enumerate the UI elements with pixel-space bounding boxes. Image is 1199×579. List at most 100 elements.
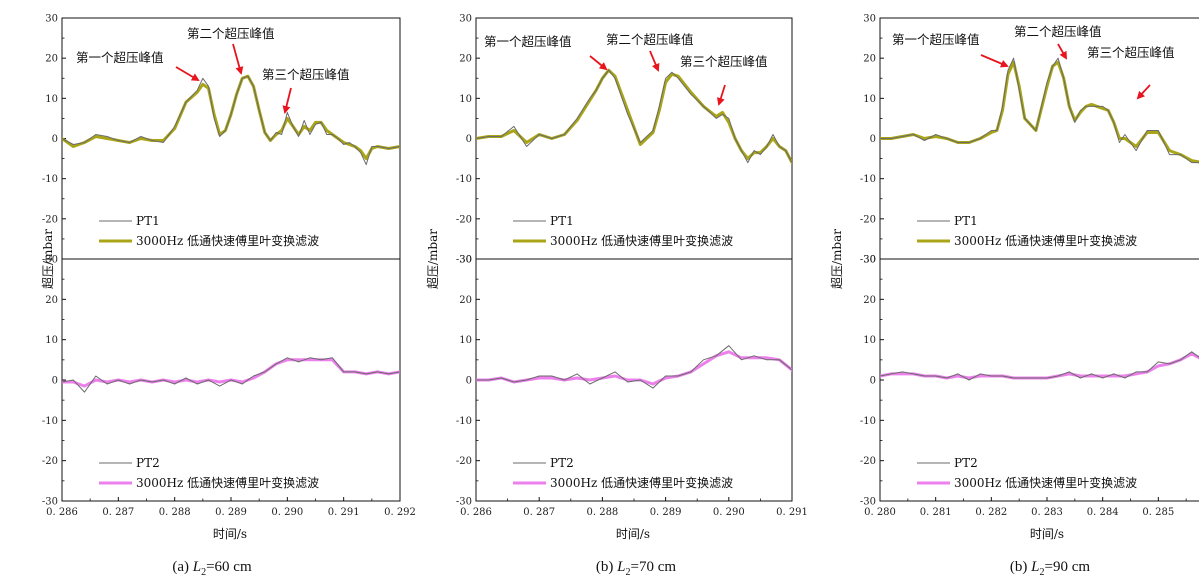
peak-annotation-1: 第一个超压峰值: [76, 50, 164, 65]
series-filtered-line: [476, 68, 792, 165]
legend-filtered-label: 3000Hz 低通快速傅里叶变换滤波: [136, 233, 319, 248]
y-tick-label: 10: [863, 94, 876, 105]
series-raw-line: [880, 351, 1199, 381]
y-tick-label: 0: [466, 134, 472, 145]
series-filtered-line: [880, 60, 1199, 164]
y-tick-label: -30: [42, 497, 58, 508]
y-tick-label: -30: [860, 497, 876, 508]
y-tick-label: 0: [52, 134, 58, 145]
subplot-c-bottom: -30 -20 -10 0 10 20 30 0. 280 0. 281 0. 282 0. 283…: [860, 255, 1199, 518]
plot-frame: [879, 258, 1199, 502]
x-tick-label: 0. 291: [776, 507, 808, 518]
caption-sub: 2: [201, 567, 206, 578]
caption-var: L: [1030, 559, 1039, 575]
peak-annotation-1: 第一个超压峰值: [484, 34, 572, 49]
y-tick-label: 20: [45, 54, 58, 65]
x-tick-label: 0. 290: [271, 507, 303, 518]
caption-suffix: =60 cm: [206, 559, 252, 575]
subplot-b-top: -30 -20 -10 0 10 20 30 PT1 3000Hz 低通快速傅里叶变换滤波: [456, 14, 793, 266]
x-tick-label: 0. 292: [384, 507, 416, 518]
y-tick-label: -20: [42, 214, 58, 225]
peak-arrow-2: [649, 50, 660, 72]
series-raw-line: [62, 357, 400, 393]
legend-filtered-label: 3000Hz 低通快速傅里叶变换滤波: [550, 233, 733, 248]
peak-arrow-3: [1136, 84, 1151, 100]
y-tick-label: -30: [42, 255, 58, 266]
x-tick-label: 0. 289: [215, 507, 247, 518]
x-tick-label: 0. 286: [460, 507, 492, 518]
x-tick-label: 0. 289: [650, 507, 682, 518]
peak-arrow-3: [716, 84, 726, 106]
y-tick-label: 30: [863, 255, 876, 266]
y-tick-label: -10: [456, 174, 472, 185]
y-tick-label: -10: [860, 174, 876, 185]
caption-prefix: (b): [1010, 559, 1031, 575]
x-axis-title: 时间/s: [616, 527, 650, 541]
y-tick-label: -30: [860, 255, 876, 266]
series-filtered-line: [880, 352, 1199, 380]
x-tick-label: 0. 284: [1087, 507, 1119, 518]
y-tick-label: 20: [459, 295, 472, 306]
legend-raw-label: PT2: [136, 456, 160, 470]
peak-arrow-1: [980, 54, 1009, 68]
y-tick-label: 0: [870, 134, 876, 145]
y-tick-label: 20: [863, 295, 876, 306]
peak-arrow-2: [1057, 43, 1067, 60]
x-axis-title: 时间/s: [1030, 527, 1064, 541]
x-axis-title: 时间/s: [213, 527, 247, 541]
caption-suffix: =70 cm: [631, 559, 677, 575]
legend-filtered-label: 3000Hz 低通快速傅里叶变换滤波: [550, 475, 733, 490]
peak-annotation-2: 第二个超压峰值: [187, 26, 275, 41]
series-filtered-line: [476, 350, 792, 386]
legend-raw-label: PT1: [136, 214, 160, 228]
caption-sub: 2: [626, 567, 631, 578]
y-tick-label: -20: [456, 214, 472, 225]
y-tick-label: -20: [860, 456, 876, 467]
y-tick-label: 30: [459, 14, 472, 25]
caption-prefix: (a): [172, 559, 192, 575]
y-tick-label: 10: [45, 94, 58, 105]
legend-filtered-label: 3000Hz 低通快速傅里叶变换滤波: [136, 475, 319, 490]
legend-raw-label: PT1: [954, 214, 978, 228]
y-tick-label: -10: [42, 416, 58, 427]
x-tick-label: 0. 290: [713, 507, 745, 518]
peak-annotation-2: 第二个超压峰值: [606, 32, 694, 47]
peak-arrow-1: [175, 66, 200, 82]
y-tick-label: 0: [52, 376, 58, 387]
y-tick-label: 10: [45, 335, 58, 346]
legend-filtered-label: 3000Hz 低通快速傅里叶变换滤波: [954, 233, 1137, 248]
y-tick-label: 20: [863, 54, 876, 65]
caption-suffix: =90 cm: [1045, 559, 1091, 575]
peak-annotation-3: 第三个超压峰值: [1087, 45, 1175, 60]
panel-caption: (a) L2=60 cm: [172, 559, 252, 578]
legend-filtered-label: 3000Hz 低通快速傅里叶变换滤波: [954, 475, 1137, 490]
x-tick-label: 0. 283: [1031, 507, 1063, 518]
legend-raw-label: PT2: [550, 456, 574, 470]
series-raw-line: [476, 69, 792, 164]
x-tick-label: 0. 285: [1142, 507, 1174, 518]
x-tick-label: 0. 282: [975, 507, 1007, 518]
series-raw-line: [476, 345, 792, 389]
y-tick-label: 30: [863, 14, 876, 25]
y-tick-label: 20: [45, 295, 58, 306]
caption-sub: 2: [1040, 567, 1045, 578]
y-tick-label: 10: [459, 94, 472, 105]
subplot-a-bottom: -30 -20 -10 0 10 20 0. 286 0. 287 0. 288 0. 289 0.…: [42, 258, 416, 518]
peak-annotation-1: 第一个超压峰值: [892, 32, 980, 47]
y-axis-title: 超压/mbar: [829, 229, 844, 289]
y-tick-label: -10: [42, 174, 58, 185]
y-tick-label: 30: [459, 255, 472, 266]
peak-arrow-3: [282, 87, 292, 114]
caption-var: L: [616, 559, 625, 575]
y-tick-label: -10: [456, 416, 472, 427]
y-tick-label: -20: [860, 214, 876, 225]
legend-raw-label: PT2: [954, 456, 978, 470]
peak-annotation-2: 第二个超压峰值: [1014, 24, 1102, 39]
subplot-b-bottom: -30 -20 -10 0 10 20 30 0. 286 0. 287 0. 288 0. 289…: [456, 255, 808, 519]
panel-caption: (b) L2=90 cm: [1010, 559, 1090, 578]
subplot-c-top: -30 -20 -10 0 10 20 30 PT1 3000Hz 低通快速傅里叶变换滤波: [860, 14, 1199, 266]
y-tick-label: 30: [45, 14, 58, 25]
x-tick-label: 0. 288: [586, 507, 618, 518]
peak-annotation-3: 第三个超压峰值: [262, 67, 350, 82]
